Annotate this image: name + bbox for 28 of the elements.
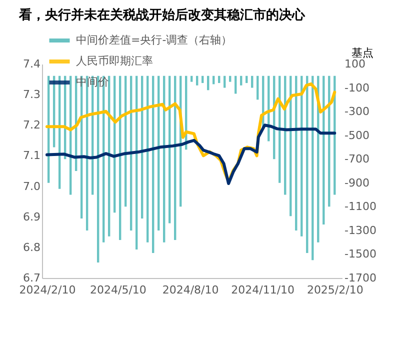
y-tick-label: 6.9 — [23, 210, 40, 224]
line-series — [46, 124, 336, 186]
y-tick-label: 7.4 — [23, 58, 40, 70]
y2-tick-label: -1700 — [344, 272, 376, 284]
y2-tick-label: -900 — [344, 176, 370, 190]
x-tick-label: 2024/8/10 — [162, 284, 219, 296]
y2-tick-label: -100 — [344, 81, 370, 94]
y-tick-label: 6.8 — [23, 240, 40, 254]
chart-title: 看，央行并未在关税战开始后改变其稳汇市的决心 — [18, 7, 306, 23]
legend-label: 人民币即期汇率 — [76, 54, 153, 68]
y2-tick-label: -1100 — [344, 200, 376, 214]
y2-axis-title: 基点 — [352, 46, 374, 60]
y-tick-label: 6.7 — [23, 272, 40, 284]
x-tick-label: 2024/5/10 — [90, 284, 146, 296]
y-tick-label: 7.2 — [23, 118, 40, 132]
y-tick-label: 7.0 — [23, 180, 40, 193]
y2-tick-label: -300 — [344, 105, 370, 118]
y-tick-label: 7.1 — [23, 149, 40, 162]
legend-label: 中间价差值=央行-调查（右轴） — [76, 34, 232, 46]
y-tick-label: 7.3 — [23, 88, 40, 102]
y2-tick-label: -500 — [344, 128, 370, 142]
x-tick-label: 2024/2/10 — [19, 284, 76, 296]
x-tick-label: 2025/2/10 — [306, 284, 364, 296]
y2-tick-label: -1300 — [344, 224, 376, 237]
y2-tick-label: -1500 — [344, 248, 376, 261]
x-tick-label: 2024/11/10 — [231, 284, 295, 296]
y2-tick-label: -700 — [344, 152, 370, 166]
y2-tick-label: 100 — [344, 58, 366, 70]
